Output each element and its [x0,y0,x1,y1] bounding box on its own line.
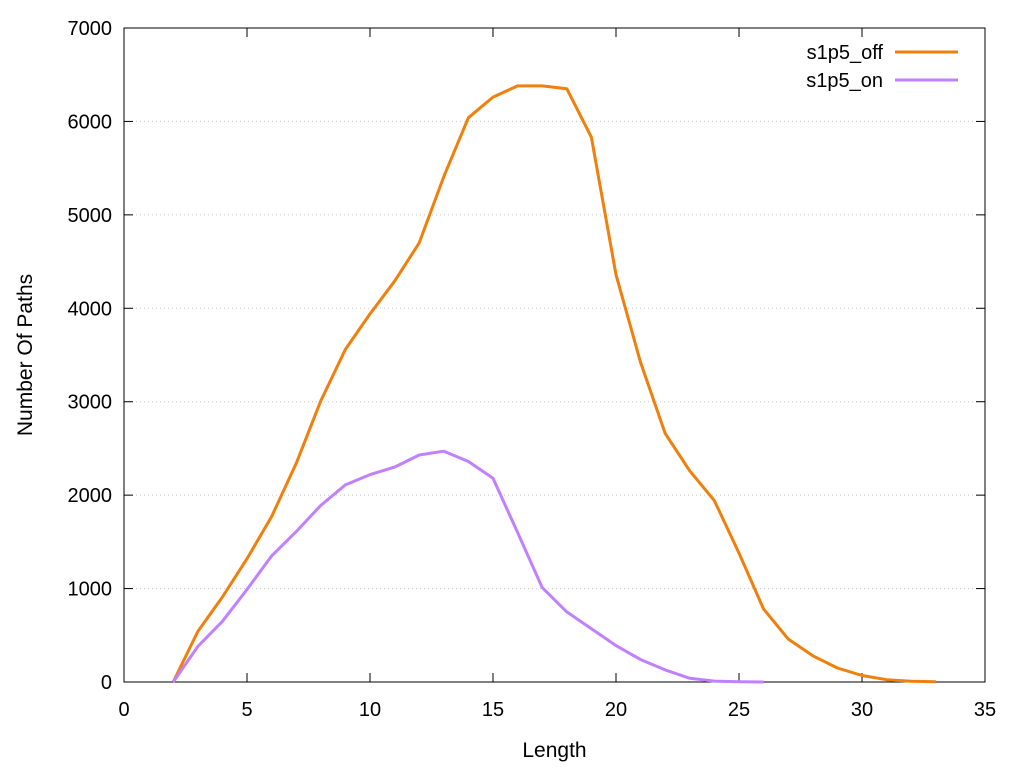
legend-label: s1p5_off [807,42,884,64]
y-tick-label: 7000 [68,18,113,40]
y-axis-title: Number Of Paths [14,274,37,436]
x-tick-label: 10 [359,699,381,721]
x-tick-label: 15 [482,699,504,721]
y-tick-label: 2000 [68,485,113,507]
y-tick-label: 6000 [68,111,113,133]
legend-label: s1p5_on [806,70,883,92]
grid-lines [124,120,985,590]
legend: s1p5_off s1p5_on [806,42,958,92]
x-axis-title: Length [522,739,586,762]
x-tick-label: 30 [851,699,873,721]
x-tick-label: 20 [605,699,627,721]
y-tick-label: 4000 [68,298,113,320]
series-line-s1p5_on [171,449,764,684]
x-tick-label: 0 [118,699,129,721]
x-tick-label: 25 [728,699,750,721]
y-tick-label: 5000 [68,205,113,227]
y-tick-label: 0 [101,672,112,694]
data-series [171,84,936,684]
plot-frame [123,27,986,683]
x-tick-label: 5 [241,699,252,721]
y-tick-label: 1000 [68,579,113,601]
series-line-s1p5_off [171,84,936,684]
x-tick-label: 35 [974,699,996,721]
axis-ticks: 0 1000 2000 3000 4000 5000 6000 7000 0 5 10 15 20 25 3… [68,18,997,721]
y-tick-label: 3000 [68,392,113,414]
